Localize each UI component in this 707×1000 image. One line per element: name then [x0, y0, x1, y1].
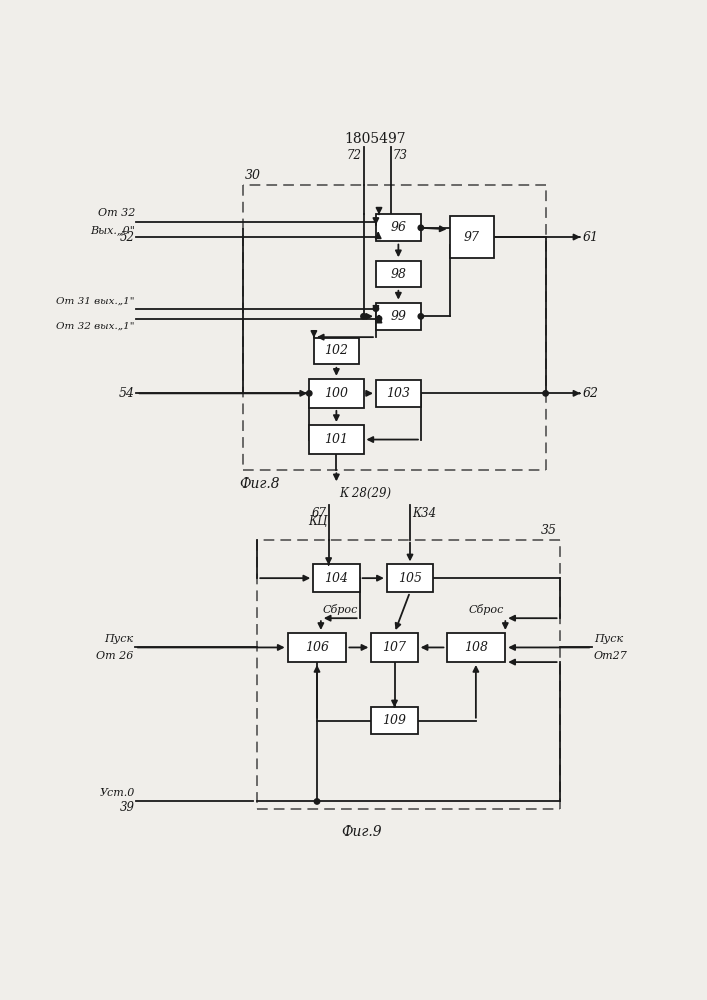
Text: 98: 98 [390, 267, 407, 280]
Text: 105: 105 [398, 572, 422, 585]
Bar [313, 564, 360, 592]
Text: 104: 104 [325, 572, 349, 585]
Circle shape [376, 316, 382, 321]
Text: К34: К34 [412, 507, 436, 520]
Text: От 32: От 32 [98, 208, 135, 218]
Text: От 26: От 26 [96, 651, 134, 661]
Text: От27: От27 [594, 651, 628, 661]
Circle shape [373, 306, 379, 311]
Text: От 32 вых.„1": От 32 вых.„1" [57, 322, 135, 331]
Text: Фиг.9: Фиг.9 [341, 825, 382, 839]
Circle shape [543, 391, 549, 396]
Text: К 28(29): К 28(29) [339, 487, 392, 500]
Text: КЦ: КЦ [308, 515, 327, 528]
Text: Уст.0: Уст.0 [100, 788, 135, 798]
Bar [376, 261, 421, 287]
Text: 99: 99 [390, 310, 407, 323]
Bar [288, 633, 346, 662]
Bar [309, 379, 363, 408]
Text: 109: 109 [382, 714, 407, 727]
Text: От 31 вых.„1": От 31 вых.„1" [57, 297, 135, 306]
Circle shape [315, 799, 320, 804]
Text: Пуск: Пуск [594, 634, 623, 644]
Text: 107: 107 [382, 641, 407, 654]
Circle shape [418, 314, 423, 319]
Text: 1805497: 1805497 [344, 132, 406, 146]
Circle shape [418, 225, 423, 230]
Bar [447, 633, 505, 662]
Text: Вых.„0": Вых.„0" [90, 225, 135, 235]
Circle shape [307, 391, 312, 396]
Text: 96: 96 [390, 221, 407, 234]
Bar [371, 633, 418, 662]
Text: 108: 108 [464, 641, 488, 654]
Text: 39: 39 [120, 801, 135, 814]
Circle shape [361, 314, 366, 319]
Bar [376, 214, 421, 241]
Text: Фиг.8: Фиг.8 [240, 477, 280, 491]
Text: 106: 106 [305, 641, 329, 654]
Bar [450, 216, 494, 258]
Text: 100: 100 [325, 387, 349, 400]
Text: 101: 101 [325, 433, 349, 446]
Text: 97: 97 [464, 231, 480, 244]
Text: 67: 67 [312, 507, 327, 520]
Bar [314, 338, 359, 364]
Text: 103: 103 [386, 387, 410, 400]
Text: Сброс: Сброс [469, 604, 504, 615]
Text: 35: 35 [542, 524, 557, 537]
Text: 30: 30 [245, 169, 261, 182]
Text: 62: 62 [583, 387, 599, 400]
Text: Сброс: Сброс [322, 604, 358, 615]
Text: 52: 52 [120, 231, 135, 244]
Bar [376, 380, 421, 407]
Bar [376, 303, 421, 330]
Text: 61: 61 [583, 231, 599, 244]
Bar [387, 564, 433, 592]
Bar [309, 425, 363, 454]
Bar [371, 707, 418, 734]
Text: 102: 102 [325, 344, 349, 358]
Text: Пуск: Пуск [104, 634, 134, 644]
Text: 73: 73 [392, 149, 407, 162]
Text: 72: 72 [346, 149, 361, 162]
Text: 54: 54 [119, 387, 135, 400]
